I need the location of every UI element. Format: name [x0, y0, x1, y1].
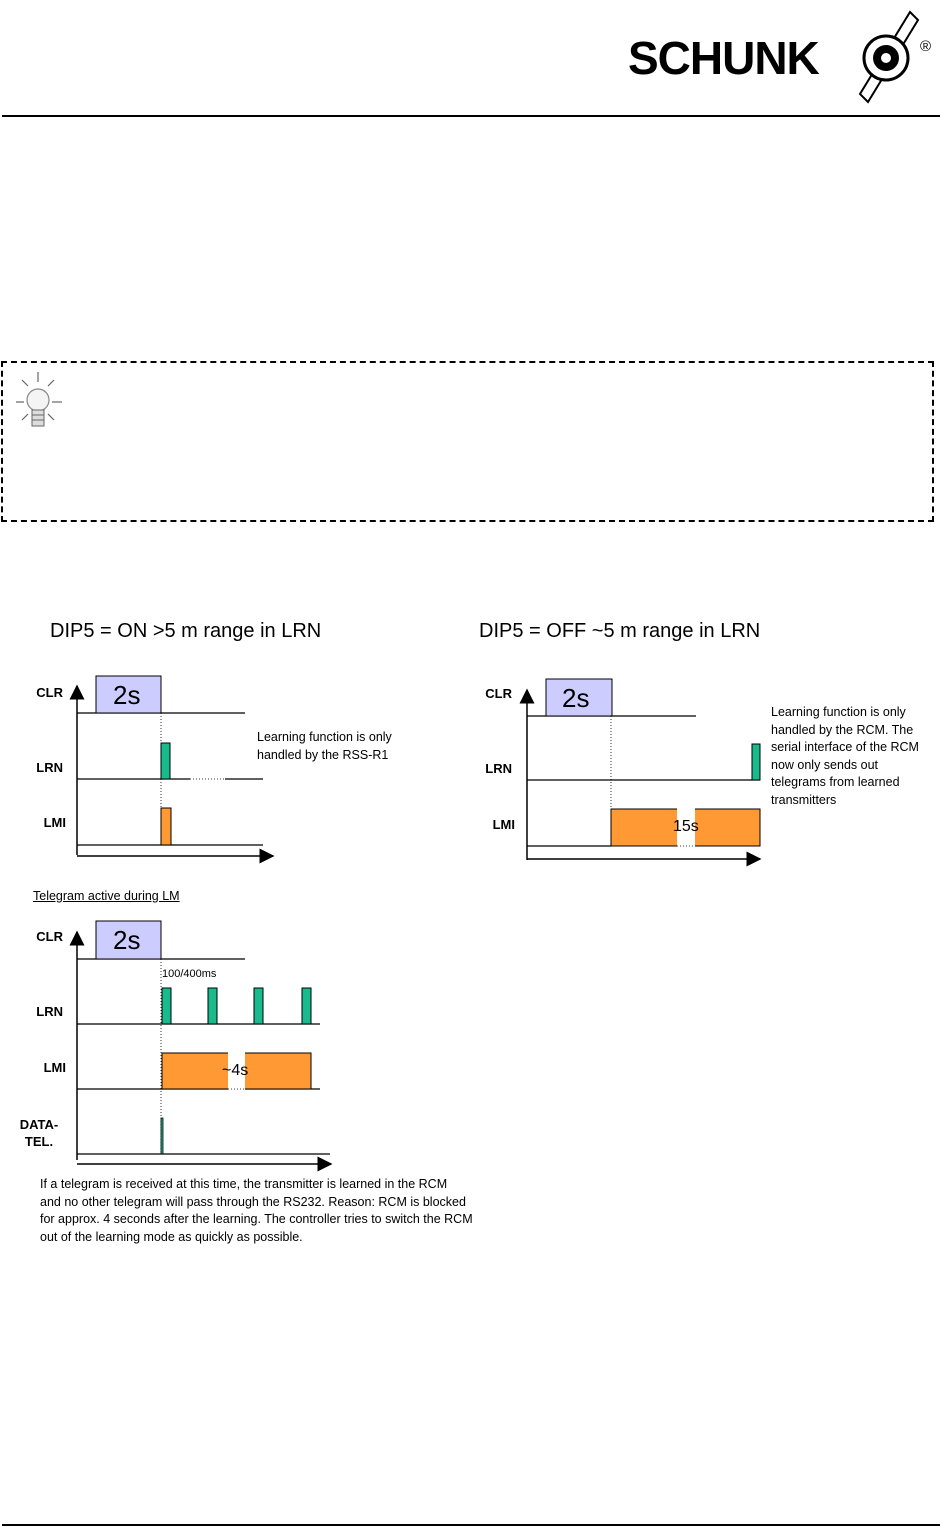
right-pulse-label: 2s [562, 683, 590, 713]
tip-box [1, 361, 934, 522]
left-label-lrn: LRN [36, 760, 63, 775]
right-note: Learning function is only handled by the… [771, 705, 919, 807]
bottom-note: If a telegram is received at this time, … [40, 1177, 473, 1244]
telegram-label-clr: CLR [36, 929, 63, 944]
right-clr-pulse [545, 678, 613, 717]
interval-label: 100/400ms [162, 968, 217, 980]
left-label-clr: CLR [36, 685, 63, 700]
telegram-lrn-pulse-3 [253, 987, 264, 1025]
telegram-data-pulse [160, 1117, 164, 1155]
left-diagram-title: DIP5 = ON >5 m range in LRN [50, 620, 322, 642]
schunk-logo-text: SCHUNK [628, 32, 820, 84]
telegram-label-data: DATA- TEL. [19, 1117, 59, 1149]
lightbulb-icon [16, 372, 62, 427]
left-pulse-label: 2s [113, 680, 141, 710]
header-rule [2, 115, 940, 117]
telegram-duration-label: ~4s [222, 1062, 249, 1079]
telegram-label-lrn: LRN [36, 1004, 63, 1019]
schunk-logo-icon [858, 10, 920, 104]
right-label-lmi: LMI [492, 817, 515, 832]
telegram-label-lmi: LMI [43, 1060, 66, 1075]
right-label-lrn: LRN [485, 761, 512, 776]
left-lrn-pulse [160, 742, 171, 780]
left-clr-pulse [95, 675, 162, 714]
registered-mark: ® [920, 38, 932, 55]
right-duration-label: 15s [673, 818, 699, 835]
telegram-clr-pulse [95, 920, 162, 960]
telegram-lrn-pulse-1 [161, 987, 172, 1025]
left-label-lmi: LMI [43, 815, 66, 830]
left-note: Learning function is only handled by the… [257, 730, 392, 762]
footer-rule [2, 1524, 940, 1526]
left-lmi-pulse [160, 807, 172, 846]
telegram-lrn-pulse-4 [301, 987, 312, 1025]
right-diagram-title: DIP5 = OFF ~5 m range in LRN [479, 620, 761, 642]
telegram-heading: Telegram active during LM [33, 889, 180, 903]
right-lrn-pulse [751, 743, 761, 781]
telegram-pulse-label: 2s [113, 925, 141, 955]
telegram-lrn-pulse-2 [207, 987, 218, 1025]
right-label-clr: CLR [485, 686, 512, 701]
